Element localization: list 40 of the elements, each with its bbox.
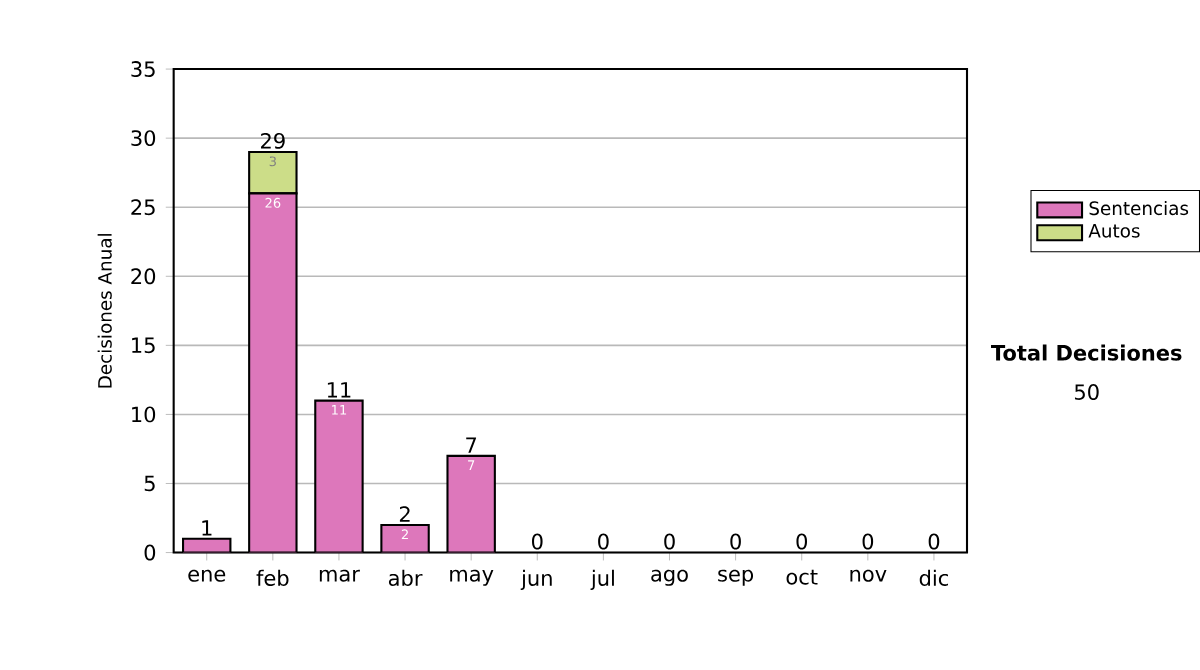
x-tick-label: mar xyxy=(319,569,360,582)
bar xyxy=(446,454,496,553)
x-tick-label: ene xyxy=(188,569,226,582)
x-tick-label: dic xyxy=(919,569,948,586)
x-tick-label: jul xyxy=(590,569,614,590)
legend-label: Autos xyxy=(1088,223,1140,238)
y-tick-label: 0 xyxy=(144,544,156,561)
x-tick-label: feb xyxy=(256,569,289,586)
y-tick-label: 25 xyxy=(131,198,155,215)
y-tick-label: 10 xyxy=(132,406,156,422)
y-axis-title: Decisiones Anual xyxy=(97,233,112,388)
legend-label: Sentencias xyxy=(1089,200,1189,215)
total-label: 11 xyxy=(327,381,351,397)
x-tick-label: nov xyxy=(850,569,887,582)
bar xyxy=(248,191,298,553)
y-tick-label: 20 xyxy=(131,267,156,284)
x-tick-label: jun xyxy=(520,569,552,590)
text: 50 xyxy=(1074,383,1099,400)
x-tick-label: abr xyxy=(388,569,423,586)
total-label: 0 xyxy=(928,533,940,549)
y-tick-label: 5 xyxy=(144,475,155,491)
total-label: 0 xyxy=(598,533,609,549)
bar xyxy=(314,399,364,553)
total-label: 0 xyxy=(532,533,543,549)
total-label: 0 xyxy=(862,533,874,549)
total-label: 1 xyxy=(202,519,212,536)
x-tick-label: may xyxy=(450,569,494,586)
x-tick-label: oct xyxy=(786,569,818,585)
total-label: 2 xyxy=(399,505,410,522)
text: Total Decisiones xyxy=(991,344,1182,361)
x-tick-label: ago xyxy=(651,569,688,586)
total-label: 0 xyxy=(664,533,675,549)
y-tick-label: 30 xyxy=(131,129,156,146)
total-label: 0 xyxy=(730,533,741,549)
y-tick-label: 35 xyxy=(131,60,155,77)
total-label: 7 xyxy=(466,436,477,453)
total-label: 29 xyxy=(261,132,285,149)
total-label: 0 xyxy=(796,533,808,549)
x-tick-label: sep xyxy=(718,569,754,586)
y-tick-label: 15 xyxy=(132,337,155,353)
